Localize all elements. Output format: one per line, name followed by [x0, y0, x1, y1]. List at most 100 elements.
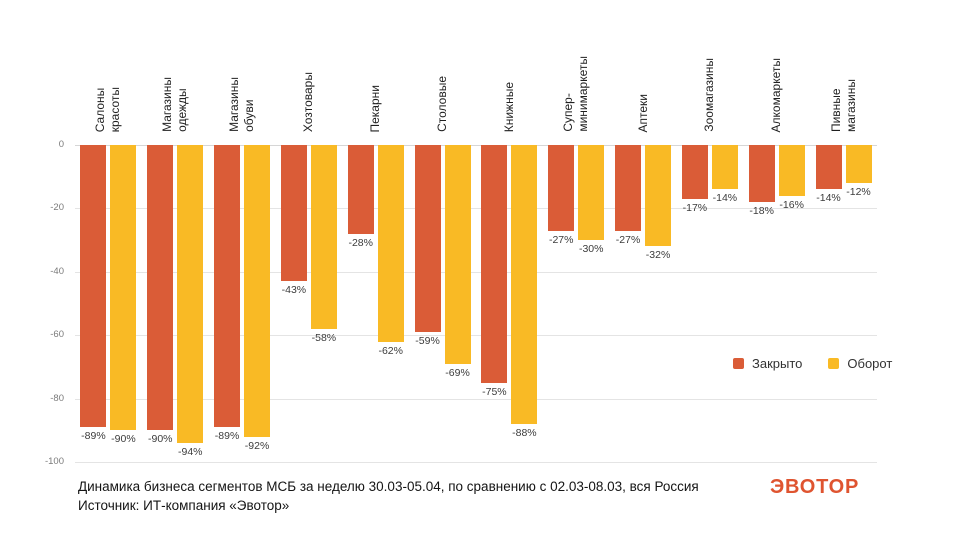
bar-group: -18% -16%: [743, 145, 810, 462]
bar-group: -28% -62%: [342, 145, 409, 462]
bar-closed: -75%: [481, 145, 508, 398]
bar-closed: -27%: [615, 145, 642, 246]
bar-closed: -89%: [214, 145, 241, 442]
legend-swatch: [733, 358, 744, 369]
y-axis-tick-label: -80: [50, 392, 64, 404]
bar-value-label: -32%: [645, 249, 671, 262]
category-label: Пекарни: [368, 84, 383, 133]
bar-value-label: -89%: [214, 430, 240, 443]
caption-line-1: Динамика бизнеса сегментов МСБ за неделю…: [78, 479, 699, 494]
gridline: [75, 398, 877, 400]
legend: Закрыто Оборот: [733, 356, 892, 371]
bar-group: -17% -14%: [676, 145, 743, 462]
bar-group: -75% -88%: [476, 145, 543, 462]
category-label: Магазины одежды: [160, 77, 190, 132]
y-axis-tick-label: 0: [58, 139, 64, 150]
gridline: [75, 145, 877, 146]
bar-closed: -18%: [748, 145, 775, 217]
category-labels: Салоны красоты Магазины одежды Магазины об…: [75, 24, 877, 132]
category-column: Супер- минимаркеты: [543, 24, 610, 132]
bar-turnover: -90%: [110, 145, 137, 445]
bar-turnover: -88%: [511, 145, 538, 439]
bar-group: -59% -69%: [409, 145, 476, 462]
legend-item: Оборот: [828, 356, 892, 371]
category-label: Алкомаркеты: [769, 57, 784, 132]
y-axis-tick-label: -60: [50, 329, 64, 341]
gridline: [75, 462, 877, 463]
bar-closed: -14%: [815, 145, 842, 204]
bar-value-label: -75%: [482, 385, 507, 398]
bar-value-label: -27%: [615, 233, 641, 246]
bar-turnover: -16%: [778, 145, 805, 211]
bar-closed: -90%: [147, 145, 174, 445]
category-label: Магазины обуви: [227, 77, 257, 132]
category-column: Столовые: [409, 24, 476, 132]
category-label: Супер- минимаркеты: [561, 56, 591, 132]
category-label: Столовые: [435, 76, 450, 132]
category-column: Алкомаркеты: [743, 24, 810, 132]
bar-value-label: -17%: [682, 201, 708, 214]
category-column: Хозтовары: [275, 24, 342, 132]
bar-value-label: -90%: [111, 433, 136, 446]
evotor-logo: ЭВОТОР: [770, 476, 860, 498]
bar-value-label: -88%: [512, 426, 537, 439]
bar-closed: -59%: [414, 145, 441, 347]
bar-turnover: -94%: [177, 145, 204, 458]
bar-group: -27% -32%: [610, 145, 677, 462]
bar-group: -14% -12%: [810, 145, 877, 462]
bar-value-label: -90%: [147, 433, 173, 446]
category-column: Пекарни: [342, 24, 409, 133]
bar-value-label: -58%: [311, 331, 337, 344]
bar-value-label: -30%: [578, 243, 604, 256]
plot-area: -89% -90% -90% -94% -89% -92% -43% -58% -28% -62%…: [75, 145, 877, 463]
bar-value-label: -27%: [548, 233, 574, 246]
y-axis-tick-label: -40: [50, 265, 64, 277]
category-column: Книжные: [476, 24, 543, 132]
bar-value-label: -62%: [378, 344, 403, 357]
gridline: [75, 271, 877, 273]
bar-closed: -89%: [80, 145, 107, 442]
legend-swatch: [828, 358, 840, 369]
bar-value-label: -59%: [415, 335, 440, 348]
category-label: Салоны красоты: [93, 86, 123, 132]
bar-value-label: -89%: [81, 430, 106, 443]
bar-closed: -43%: [280, 145, 307, 296]
gridline: [75, 208, 877, 210]
bar-columns: -89% -90% -90% -94% -89% -92% -43% -58% -28% -62%…: [75, 145, 877, 462]
y-axis-tick-label: -100: [44, 456, 64, 467]
category-column: Зоомагазины: [676, 24, 743, 132]
bar-turnover: -69%: [444, 145, 471, 379]
bar-value-label: -92%: [244, 439, 270, 452]
category-label: Книжные: [501, 81, 516, 132]
category-label: Аптеки: [635, 93, 650, 133]
bar-value-label: -69%: [445, 366, 470, 379]
bar-closed: -17%: [681, 145, 708, 214]
category-label: Пивные магазины: [828, 78, 858, 132]
legend-label: Закрыто: [752, 356, 803, 371]
bar-turnover: -58%: [310, 145, 337, 344]
bar-turnover: -92%: [244, 145, 271, 452]
legend-label: Оборот: [847, 356, 893, 371]
bar-value-label: -43%: [281, 284, 307, 297]
bar-group: -89% -90%: [75, 145, 142, 462]
bar-turnover: -12%: [845, 145, 872, 198]
category-column: Салоны красоты: [75, 24, 142, 132]
bar-value-label: -18%: [749, 205, 774, 218]
bar-value-label: -12%: [846, 186, 871, 199]
y-axis-tick-label: -20: [50, 202, 64, 214]
bar-closed: -27%: [548, 145, 575, 246]
bar-turnover: -32%: [645, 145, 672, 261]
bar-turnover: -62%: [377, 145, 404, 357]
bar-value-label: -14%: [816, 192, 841, 205]
bar-turnover: -14%: [711, 145, 738, 204]
bar-value-label: -16%: [779, 198, 804, 211]
bar-group: -43% -58%: [275, 145, 342, 462]
bar-value-label: -28%: [348, 236, 373, 249]
bar-value-label: -94%: [177, 445, 203, 458]
bar-group: -90% -94%: [142, 145, 209, 462]
category-label: Хозтовары: [301, 71, 316, 132]
gridline: [75, 335, 877, 337]
bar-group: -89% -92%: [209, 145, 276, 462]
category-column: Магазины обуви: [209, 24, 276, 132]
